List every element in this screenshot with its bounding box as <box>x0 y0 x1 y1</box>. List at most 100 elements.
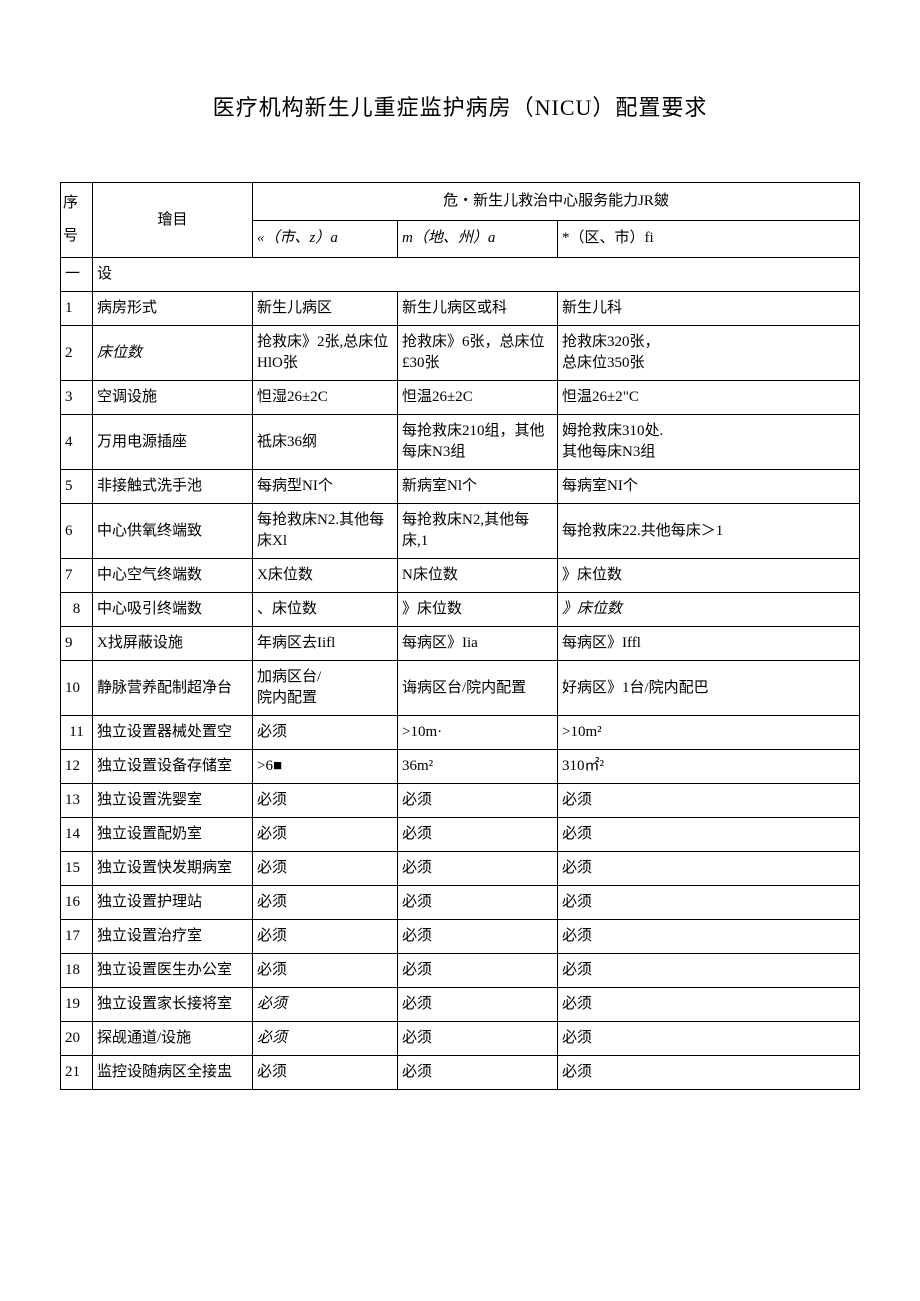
cell-c1: 怛湿26±2C <box>253 381 398 415</box>
header-c1: «（市、z）a <box>253 220 398 258</box>
cell-c2: 每病区》Iia <box>398 627 558 661</box>
table-body: 一 设 1病房形式新生儿病区新生儿病区或科新生儿科2床位数抢救床》2张,总床位H… <box>61 258 860 1090</box>
table-row: 14独立设置配奶室必须必须必须 <box>61 818 860 852</box>
header-seq: 序号 <box>61 183 93 258</box>
cell-item: 独立设置护理站 <box>93 886 253 920</box>
cell-item: 中心空气终端数 <box>93 559 253 593</box>
table-row: 10静脉营养配制超净台加病区台/院内配置诲病区台/院内配置好病区》1台/院内配巴 <box>61 661 860 716</box>
cell-c1: 必须 <box>253 886 398 920</box>
cell-c1: 必须 <box>253 1056 398 1090</box>
header-item: 璯目 <box>93 183 253 258</box>
cell-c3: 必须 <box>558 818 860 852</box>
cell-item: 独立设置医生办公室 <box>93 954 253 988</box>
cell-item: 独立设置快发期病室 <box>93 852 253 886</box>
cell-c3: 必须 <box>558 920 860 954</box>
cell-c3: 新生儿科 <box>558 292 860 326</box>
cell-seq: 17 <box>61 920 93 954</box>
cell-c2: 必须 <box>398 1056 558 1090</box>
table-row: 16独立设置护理站必须必须必须 <box>61 886 860 920</box>
cell-c3: 310㎡² <box>558 750 860 784</box>
table-row: 5非接触式洗手池每病型NI个新病室Nl个每病室NI个 <box>61 470 860 504</box>
cell-c1: 必须 <box>253 852 398 886</box>
cell-c2: 必须 <box>398 954 558 988</box>
cell-c1: 祗床36纲 <box>253 415 398 470</box>
cell-item: 病房形式 <box>93 292 253 326</box>
cell-item: 监控设随病区全接盅 <box>93 1056 253 1090</box>
cell-seq: 8 <box>61 593 93 627</box>
cell-c1: 必须 <box>253 1022 398 1056</box>
section-seq: 一 <box>61 258 93 292</box>
cell-seq: 10 <box>61 661 93 716</box>
cell-c1: 年病区去Iifl <box>253 627 398 661</box>
cell-c3: 怛温26±2"C <box>558 381 860 415</box>
cell-item: 独立设置洗婴室 <box>93 784 253 818</box>
cell-seq: 19 <box>61 988 93 1022</box>
cell-item: 床位数 <box>93 326 253 381</box>
cell-seq: 13 <box>61 784 93 818</box>
table-row: 19独立设置家长接将室必须必须必须 <box>61 988 860 1022</box>
cell-c1: 每病型NI个 <box>253 470 398 504</box>
header-c2: m（地、州）a <box>398 220 558 258</box>
cell-seq: 16 <box>61 886 93 920</box>
cell-c3: 姆抢救床310处.其他每床N3组 <box>558 415 860 470</box>
cell-c3: 必须 <box>558 1056 860 1090</box>
cell-c2: N床位数 <box>398 559 558 593</box>
table-row: 4万用电源插座祗床36纲每抢救床210组，其他每床N3组姆抢救床310处.其他每… <box>61 415 860 470</box>
table-row: 6中心供氧终端致每抢救床N2.其他每床Xl每抢救床N2,其他每床,1每抢救床22… <box>61 504 860 559</box>
table-row: 1病房形式新生儿病区新生儿病区或科新生儿科 <box>61 292 860 326</box>
cell-c2: 每抢救床N2,其他每床,1 <box>398 504 558 559</box>
cell-item: X找屏蔽设施 <box>93 627 253 661</box>
cell-c1: 每抢救床N2.其他每床Xl <box>253 504 398 559</box>
cell-c3: 抢救床320张，总床位350张 <box>558 326 860 381</box>
cell-c1: 必须 <box>253 716 398 750</box>
cell-seq: 9 <box>61 627 93 661</box>
cell-seq: 6 <box>61 504 93 559</box>
cell-c2: 每抢救床210组，其他每床N3组 <box>398 415 558 470</box>
cell-c3: 》床位数 <box>558 593 860 627</box>
cell-seq: 7 <box>61 559 93 593</box>
cell-c1: 必须 <box>253 818 398 852</box>
table-row: 2床位数抢救床》2张,总床位HlO张抢救床》6张，总床位£30张抢救床320张，… <box>61 326 860 381</box>
cell-c2: 必须 <box>398 818 558 852</box>
cell-c3: 每病室NI个 <box>558 470 860 504</box>
cell-seq: 12 <box>61 750 93 784</box>
cell-c1: 加病区台/院内配置 <box>253 661 398 716</box>
cell-seq: 1 <box>61 292 93 326</box>
cell-item: 独立设置治疗室 <box>93 920 253 954</box>
nicu-config-table: 序号 璯目 危・新生儿救治中心服务能力JR皴 «（市、z）a m（地、州）a *… <box>60 182 860 1090</box>
cell-c3: 》床位数 <box>558 559 860 593</box>
table-row: 12独立设置设备存储室>6■36m²310㎡² <box>61 750 860 784</box>
cell-seq: 5 <box>61 470 93 504</box>
cell-c1: 、床位数 <box>253 593 398 627</box>
cell-c2: 必须 <box>398 988 558 1022</box>
cell-c3: 好病区》1台/院内配巴 <box>558 661 860 716</box>
cell-c3: 必须 <box>558 886 860 920</box>
cell-c2: 》床位数 <box>398 593 558 627</box>
cell-seq: 21 <box>61 1056 93 1090</box>
cell-c1: X床位数 <box>253 559 398 593</box>
table-row: 7中心空气终端数X床位数N床位数》床位数 <box>61 559 860 593</box>
cell-seq: 14 <box>61 818 93 852</box>
cell-item: 中心供氧终端致 <box>93 504 253 559</box>
table-row: 13独立设置洗婴室必须必须必须 <box>61 784 860 818</box>
cell-c3: 必须 <box>558 954 860 988</box>
cell-item: 探觇通道/设施 <box>93 1022 253 1056</box>
cell-item: 空调设施 <box>93 381 253 415</box>
cell-c2: 新生儿病区或科 <box>398 292 558 326</box>
cell-c2: 抢救床》6张，总床位£30张 <box>398 326 558 381</box>
cell-item: 万用电源插座 <box>93 415 253 470</box>
cell-c2: 必须 <box>398 852 558 886</box>
cell-item: 独立设置家长接将室 <box>93 988 253 1022</box>
table-row: 20探觇通道/设施必须必须必须 <box>61 1022 860 1056</box>
cell-item: 独立设置配奶室 <box>93 818 253 852</box>
cell-c2: 36m² <box>398 750 558 784</box>
cell-seq: 11 <box>61 716 93 750</box>
cell-c3: 每病区》Iffl <box>558 627 860 661</box>
table-row: 9X找屏蔽设施年病区去Iifl每病区》Iia每病区》Iffl <box>61 627 860 661</box>
table-row: 21监控设随病区全接盅必须必须必须 <box>61 1056 860 1090</box>
cell-seq: 3 <box>61 381 93 415</box>
table-row: 8中心吸引终端数、床位数》床位数》床位数 <box>61 593 860 627</box>
cell-c2: >10m· <box>398 716 558 750</box>
cell-c3: >10m² <box>558 716 860 750</box>
cell-c1: 新生儿病区 <box>253 292 398 326</box>
